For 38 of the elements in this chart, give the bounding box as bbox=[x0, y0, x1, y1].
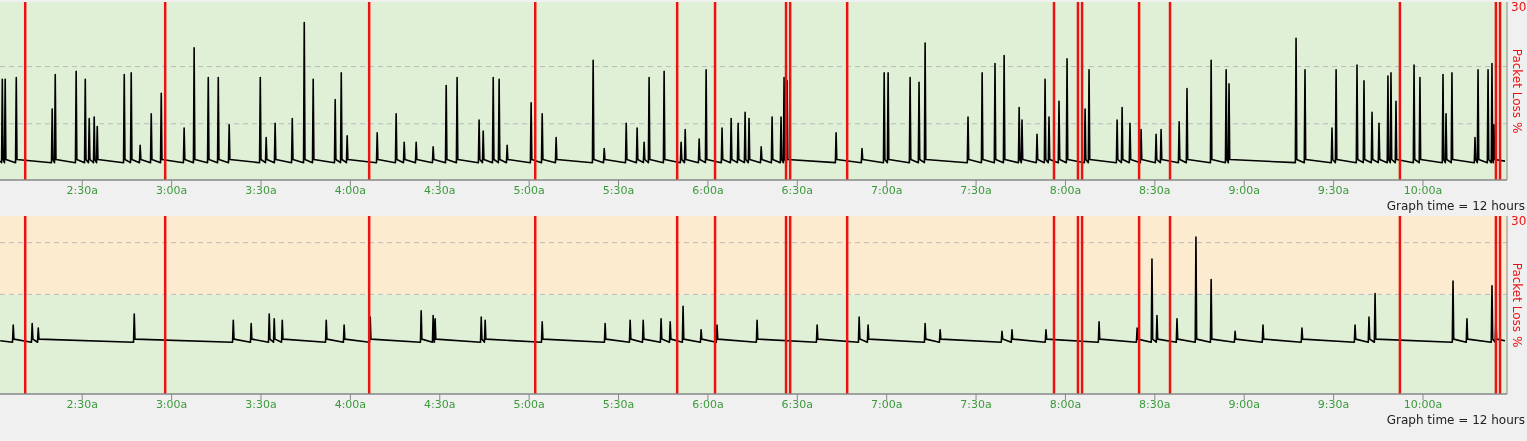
x-tick-label: 3:00a bbox=[155, 184, 188, 197]
x-tick-label: 4:00a bbox=[334, 398, 367, 411]
x-tick-label: 2:30a bbox=[66, 184, 98, 197]
x-tick-label: 5:00a bbox=[513, 184, 545, 197]
x-tick-label: 5:00a bbox=[513, 398, 545, 411]
x-tick-label: 5:30a bbox=[602, 184, 635, 197]
x-tick-label: 7:30a bbox=[960, 184, 992, 197]
x-tick-label: 10:00a bbox=[1403, 184, 1443, 197]
x-tick-label: 5:30a bbox=[602, 398, 635, 411]
text: 30 bbox=[1511, 0, 1527, 14]
x-tick-label: 6:30a bbox=[781, 184, 814, 197]
x-tick-label: 8:00a bbox=[1049, 398, 1082, 411]
x-tick-label: 2:30a bbox=[66, 398, 98, 411]
text: Graph time = 12 hours bbox=[1386, 199, 1525, 213]
x-tick-label: 3:30a bbox=[245, 398, 277, 411]
x-tick-label: 6:00a bbox=[692, 398, 724, 411]
text: 30 bbox=[1511, 214, 1527, 228]
x-tick-label: 9:00a bbox=[1228, 184, 1260, 197]
x-tick-label: 3:00a bbox=[155, 398, 188, 411]
x-tick-label: 4:30a bbox=[424, 398, 456, 411]
x-tick-label: 3:30a bbox=[245, 184, 277, 197]
x-tick-label: 10:00a bbox=[1403, 398, 1443, 411]
x-tick-label: 7:00a bbox=[870, 398, 903, 411]
y2-axis-title: Packet Loss % bbox=[1510, 262, 1524, 348]
x-tick-label: 4:30a bbox=[424, 184, 456, 197]
x-tick-label: 8:00a bbox=[1049, 184, 1082, 197]
x-tick-label: 7:00a bbox=[870, 184, 903, 197]
x-tick-label: 9:00a bbox=[1228, 398, 1260, 411]
x-tick-label: 6:00a bbox=[692, 184, 724, 197]
x-tick-label: 7:30a bbox=[960, 398, 992, 411]
x-tick-label: 8:30a bbox=[1139, 398, 1171, 411]
x-tick-label: 9:30a bbox=[1317, 398, 1350, 411]
x-tick-label: 6:30a bbox=[781, 398, 814, 411]
x-tick-label: 4:00a bbox=[334, 184, 367, 197]
x-tick-label: 9:30a bbox=[1317, 184, 1350, 197]
x-tick-label: 8:30a bbox=[1139, 184, 1171, 197]
y2-axis-title: Packet Loss % bbox=[1510, 48, 1524, 134]
text: Graph time = 12 hours bbox=[1386, 413, 1525, 427]
